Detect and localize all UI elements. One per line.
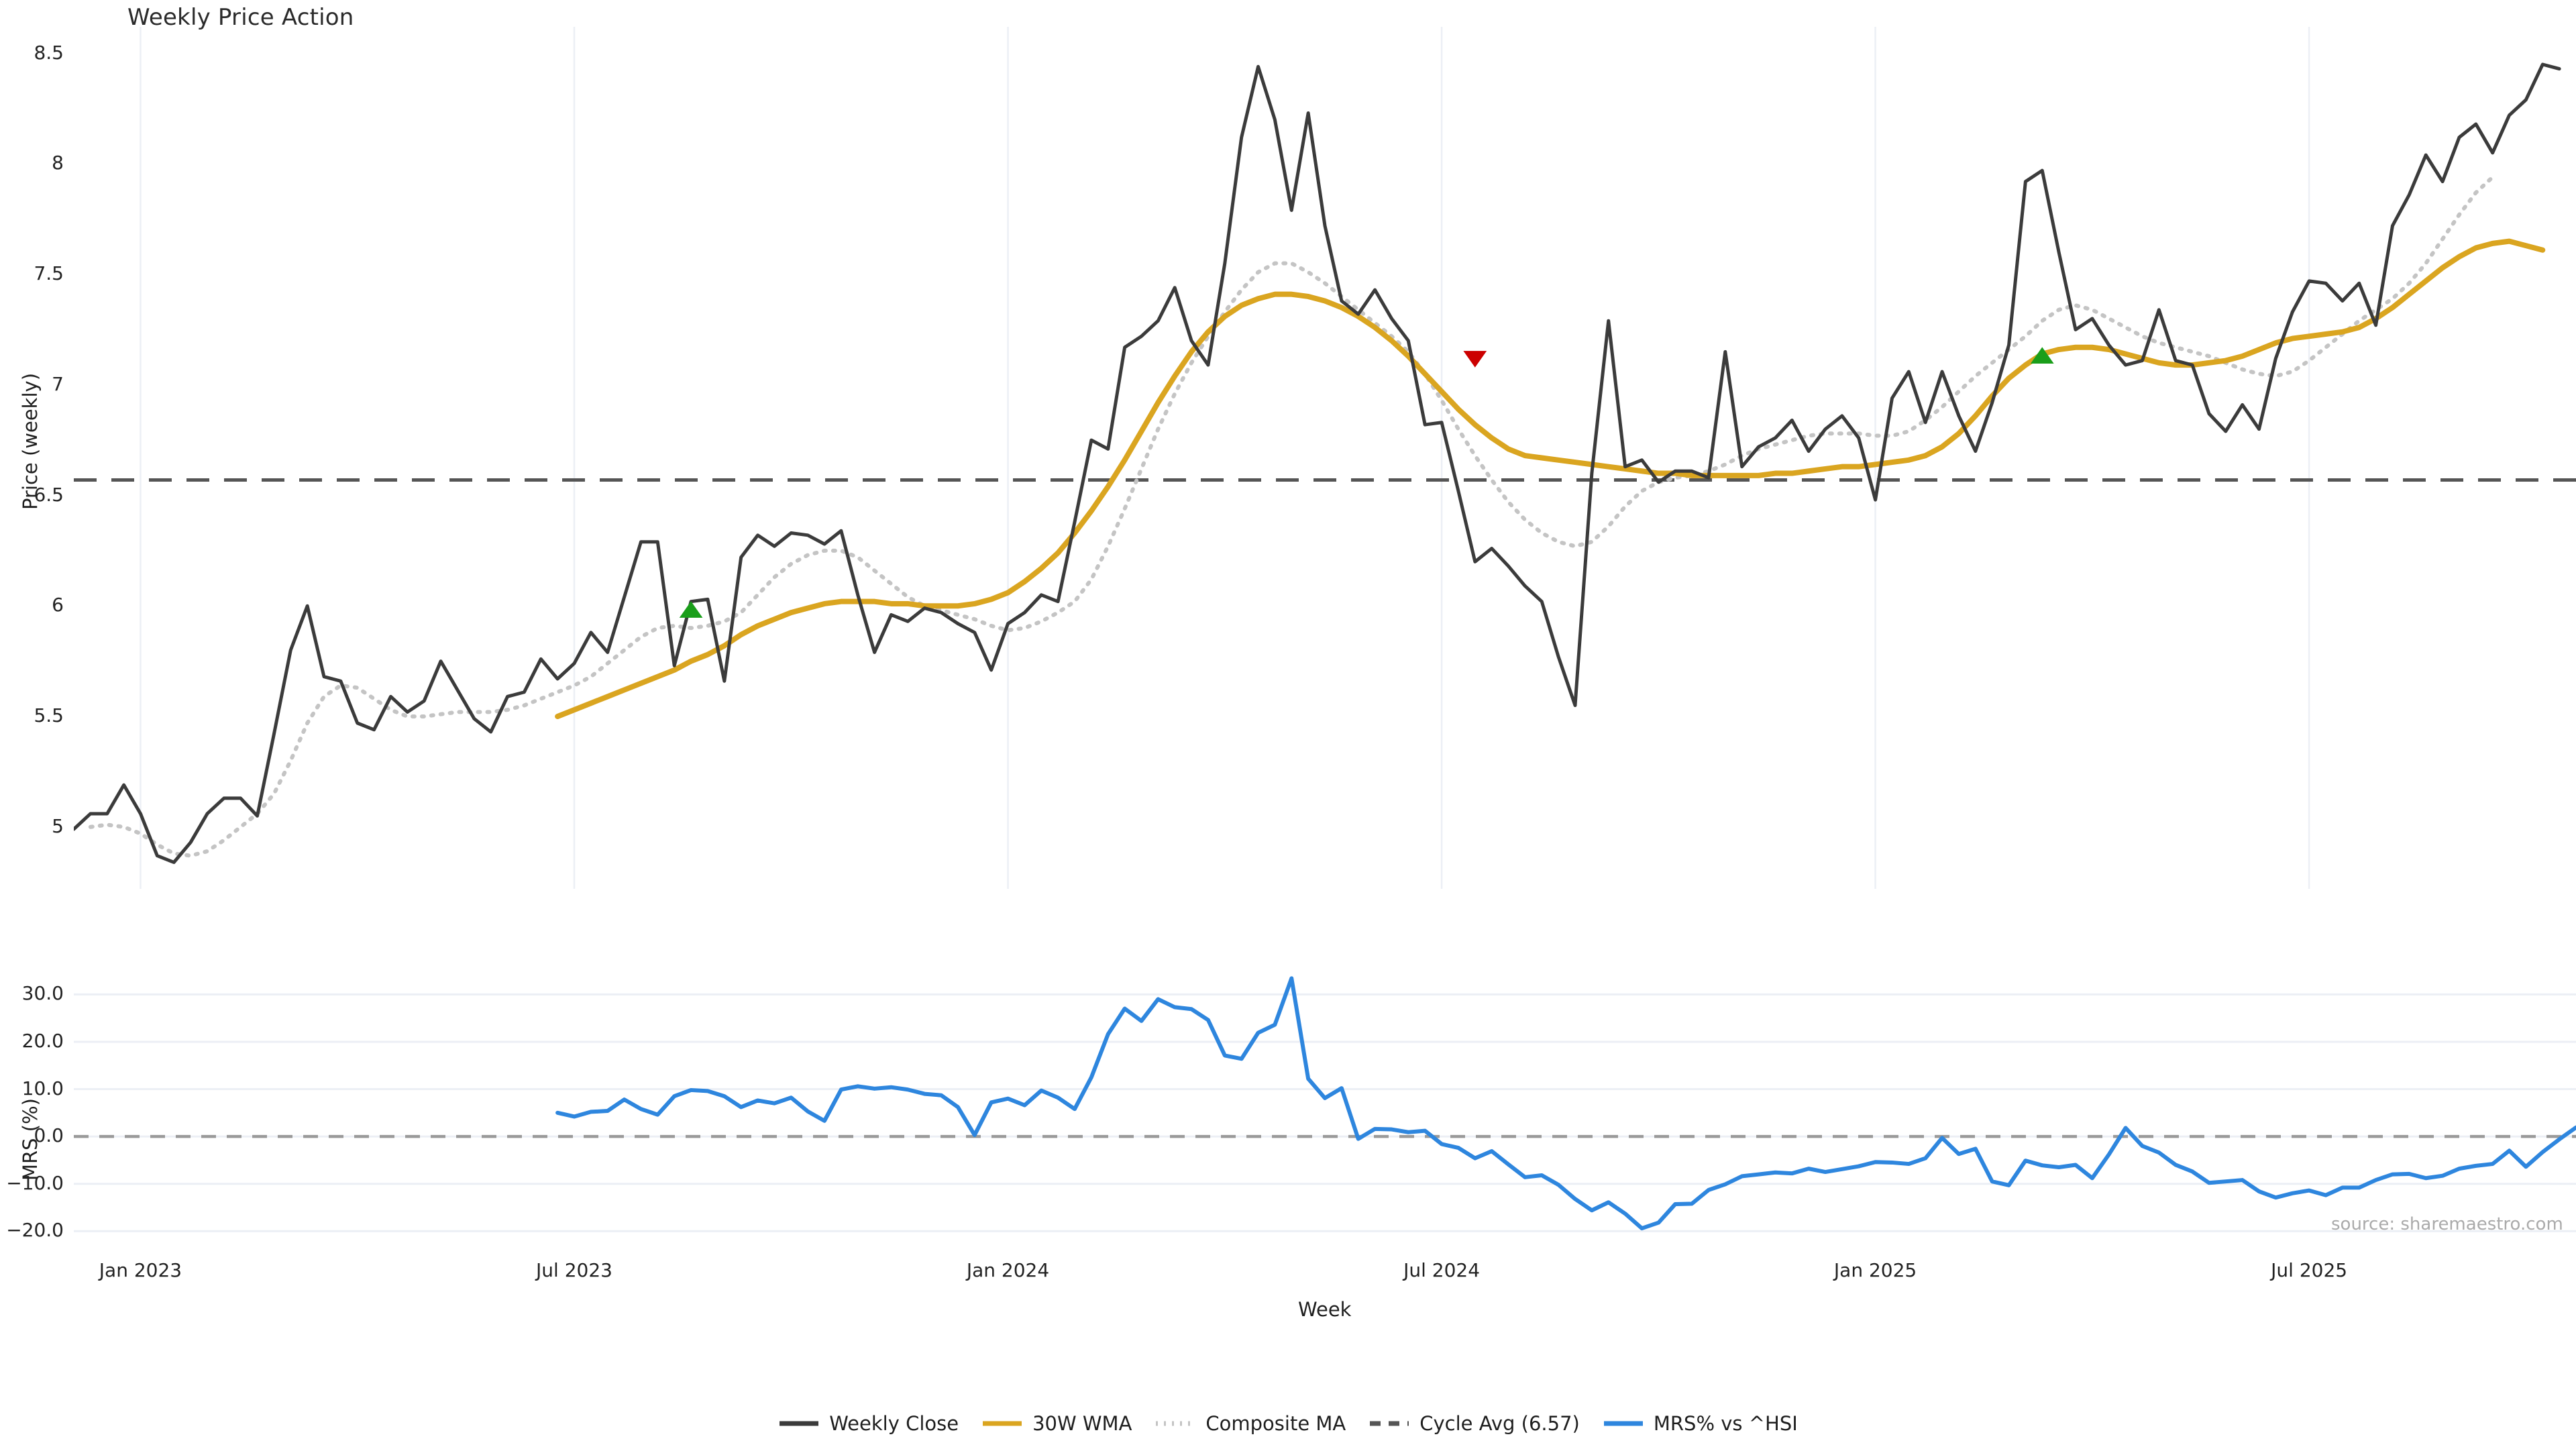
legend-label-wma-30w: 30W WMA [1032, 1412, 1132, 1435]
price-y-tick: 5.5 [34, 704, 64, 727]
mrs-y-tick: −20.0 [6, 1219, 64, 1242]
x-tick: Jan 2024 [966, 1259, 1050, 1281]
sell-marker-1 [1463, 351, 1487, 368]
legend-label-composite-ma: Composite MA [1205, 1412, 1346, 1435]
mrs-chart-panel[interactable] [74, 966, 2576, 1248]
price-y-tick: 8 [52, 152, 64, 174]
legend-item-mrs-vs-hsi[interactable]: MRS% vs ^HSI [1603, 1412, 1798, 1435]
legend-item-cycle-avg[interactable]: Cycle Avg (6.57) [1368, 1412, 1580, 1435]
wma-line [555, 238, 2546, 719]
x-tick: Jul 2025 [2271, 1259, 2348, 1281]
x-tick: Jul 2023 [536, 1259, 612, 1281]
mrs-y-tick: 0.0 [34, 1124, 64, 1147]
price-y-tick: 7.5 [34, 262, 64, 285]
mrs-y-tick: 10.0 [21, 1077, 64, 1099]
page-title: Weekly Price Action [127, 4, 354, 31]
buy-marker-2 [2030, 347, 2054, 364]
legend-swatch-cycle-avg [1368, 1415, 1410, 1432]
price-y-tick: 8.5 [34, 41, 64, 64]
x-tick: Jan 2023 [99, 1259, 182, 1281]
legend-label-mrs-vs-hsi: MRS% vs ^HSI [1653, 1412, 1798, 1435]
price-y-tick: 6 [52, 594, 64, 616]
price-y-tick: 6.5 [34, 483, 64, 506]
legend-item-weekly-close[interactable]: Weekly Close [778, 1412, 959, 1435]
price-chart-panel[interactable] [74, 27, 2576, 889]
legend-item-composite-ma[interactable]: Composite MA [1155, 1412, 1346, 1435]
legend-item-wma-30w[interactable]: 30W WMA [981, 1412, 1132, 1435]
source-watermark: source: sharemaestro.com [2331, 1214, 2563, 1234]
legend-swatch-composite-ma [1155, 1415, 1196, 1432]
x-tick: Jul 2024 [1403, 1259, 1481, 1281]
weekly-close-line [74, 62, 2561, 864]
price-y-tick: 5 [52, 814, 64, 837]
mrs-line [555, 976, 2576, 1231]
x-tick: Jan 2025 [1833, 1259, 1917, 1281]
chart-legend: Weekly Close 30W WMA Composite MA Cycle Avg… [0, 1412, 2576, 1435]
legend-swatch-wma-30w [981, 1415, 1023, 1432]
buy-marker-0 [679, 601, 703, 618]
legend-swatch-weekly-close [778, 1415, 820, 1432]
mrs-y-tick: 30.0 [21, 982, 64, 1005]
legend-label-weekly-close: Weekly Close [829, 1412, 959, 1435]
mrs-y-tick: −10.0 [6, 1171, 64, 1194]
composite-ma-line [88, 175, 2495, 858]
legend-swatch-mrs-vs-hsi [1603, 1415, 1644, 1432]
x-axis-label: Week [1298, 1298, 1352, 1321]
legend-label-cycle-avg: Cycle Avg (6.57) [1419, 1412, 1580, 1435]
mrs-y-tick: 20.0 [21, 1029, 64, 1052]
price-y-tick: 7 [52, 372, 64, 395]
